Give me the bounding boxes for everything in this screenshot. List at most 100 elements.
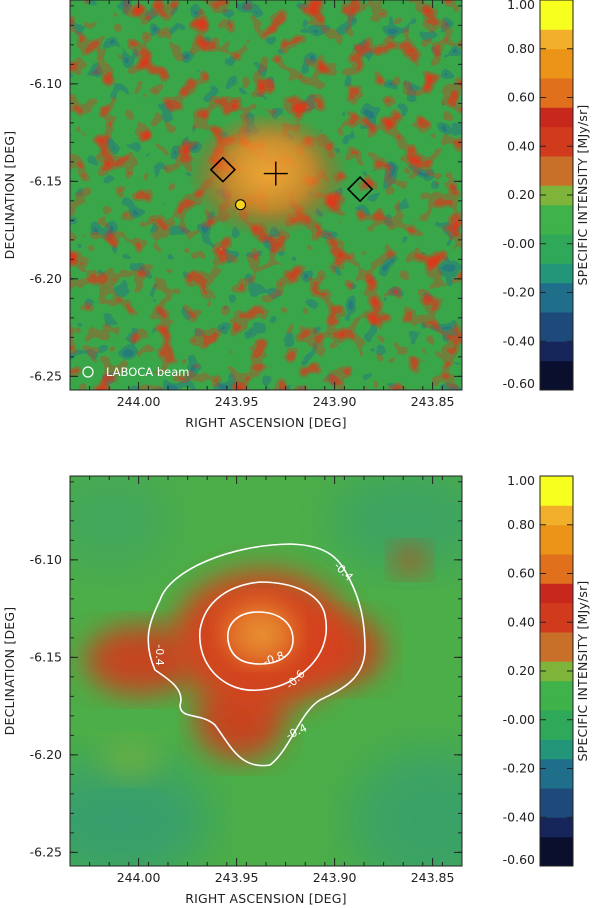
diamond-marker [209, 156, 237, 183]
axis-ticks-bottom: 244.00 243.95 243.90 243.85 -6.10 -6.15 -6.20 -… [30, 476, 463, 885]
x-tick-label: 243.90 [313, 394, 357, 409]
map-image-bottom [70, 476, 462, 866]
colorbar-segment [540, 146, 573, 157]
contour-label-outer-left: -0.4 [153, 644, 166, 665]
colorbar-segment [540, 641, 573, 652]
colorbar-segment [540, 807, 573, 818]
colorbar-segment [540, 302, 573, 313]
colorbar-segment [540, 282, 573, 293]
colorbar-segment [540, 136, 573, 147]
colorbar-segment [540, 39, 573, 50]
colorbar-segment [540, 165, 573, 176]
beam-circle-icon [82, 366, 94, 378]
colorbar-segment [540, 671, 573, 682]
circle-marker [235, 199, 247, 211]
colorbar-segment [540, 292, 573, 303]
colorbar-segment [540, 175, 573, 186]
beam-label: LABOCA beam [106, 365, 189, 379]
colorbar-segment [540, 341, 573, 352]
colorbar-segment [540, 9, 573, 20]
colorbar-segment [540, 214, 573, 225]
colorbar-segment [540, 78, 573, 89]
colorbar-segment [540, 312, 573, 323]
colorbar-segment [540, 680, 573, 691]
colorbar-tick-label: 0.60 [507, 566, 535, 581]
colorbar-top: 1.00 0.80 0.60 0.40 0.20 -0.00 -0.20 -0.40 -0.60… [503, 0, 590, 391]
colorbar-segment [540, 524, 573, 535]
colorbar-segment [540, 583, 573, 594]
colorbar-segment [540, 778, 573, 789]
colorbar-segment [540, 360, 573, 371]
colorbar-segment [540, 253, 573, 264]
colorbar-segment [540, 156, 573, 167]
colorbar-tick-label: 1.00 [507, 473, 535, 488]
colorbar-segment [540, 29, 573, 40]
colorbar-tick-label: -0.20 [503, 285, 535, 300]
colorbar-tick-label: -0.60 [503, 376, 535, 391]
x-tick-label: 243.85 [411, 870, 455, 885]
colorbar-tick-label: 0.40 [507, 138, 535, 153]
colorbar-segment [540, 204, 573, 215]
colorbar-segment [540, 797, 573, 808]
axis-ticks-top: 244.00 243.95 243.90 243.85 -6.10 -6.15 -6.20 -… [30, 0, 463, 409]
colorbar-segment [540, 622, 573, 633]
colorbar-segment [540, 612, 573, 623]
x-tick-label: 243.95 [215, 870, 259, 885]
colorbar-tick-label: 0.80 [507, 517, 535, 532]
colorbar-tick-label: 0.80 [507, 41, 535, 56]
colorbar-segment [540, 788, 573, 799]
colorbar-segment [540, 856, 573, 867]
colorbar-segment [540, 729, 573, 740]
colorbar-segment [540, 758, 573, 769]
colorbar-segment [540, 632, 573, 643]
colorbar-segment [540, 476, 573, 487]
colorbar-segment [540, 710, 573, 721]
colorbar-segment [540, 593, 573, 604]
diamond-marker [346, 176, 374, 203]
colorbar-segment [540, 836, 573, 847]
intensity-map-bottom: -0.4 -0.4 -0.4 -0.6 -0.8 244.00 243.95 243… [2, 475, 463, 906]
colorbar-segment [540, 234, 573, 245]
colorbar-segment [540, 243, 573, 254]
y-tick-label: -6.20 [30, 271, 62, 286]
y-axis-label-bottom: DECLINATION [DEG] [2, 607, 17, 736]
colorbar-segment [540, 485, 573, 496]
y-tick-label: -6.10 [30, 76, 62, 91]
y-tick-label: -6.10 [30, 552, 62, 567]
colorbar-label: SPECIFIC INTENSITY [MJy/sr] [575, 104, 590, 285]
colorbar-segment [540, 321, 573, 332]
y-tick-label: -6.20 [30, 747, 62, 762]
colorbar-segment [540, 719, 573, 730]
colorbar-segment [540, 380, 573, 391]
colorbar-segment [540, 827, 573, 838]
x-tick-label: 244.00 [117, 394, 161, 409]
colorbar-segment [540, 505, 573, 516]
colorbar-segment [540, 195, 573, 206]
markers-top [209, 156, 374, 211]
colorbar-tick-label: -0.60 [503, 852, 535, 867]
colorbar-segment [540, 273, 573, 284]
colorbar-segment [540, 0, 573, 11]
x-tick-label: 244.00 [117, 870, 161, 885]
colorbar-segment [540, 749, 573, 760]
colorbar-segment [540, 117, 573, 128]
x-tick-label: 243.95 [215, 394, 259, 409]
contour-middle [199, 581, 327, 691]
colorbar-segment [540, 544, 573, 555]
colorbar-tick-label: -0.00 [503, 712, 535, 727]
colorbar-segment [540, 126, 573, 137]
colorbar-tick-label: 0.60 [507, 90, 535, 105]
colorbar-tick-label: -0.40 [503, 809, 535, 824]
colorbar-segment [540, 68, 573, 79]
colorbar-segment [540, 370, 573, 381]
colorbar-segment [540, 573, 573, 584]
map-image-top [70, 0, 462, 390]
colorbar-tick-label: 0.20 [507, 663, 535, 678]
colorbar-segment [540, 87, 573, 98]
colorbar-tick-label: -0.40 [503, 333, 535, 348]
colorbar-segment [540, 534, 573, 545]
contour-inner [227, 611, 294, 665]
colorbar-segment [540, 554, 573, 565]
colorbar-segment [540, 185, 573, 196]
